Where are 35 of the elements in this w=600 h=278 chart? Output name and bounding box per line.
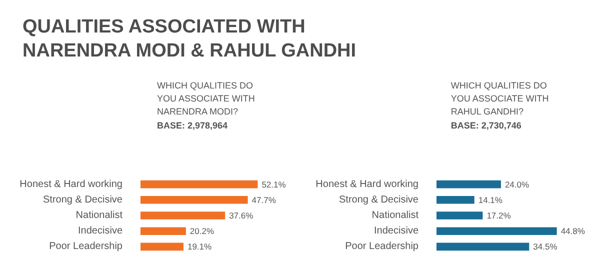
chart-title: QUALITIES ASSOCIATED WITH NARENDRA MODI & RAHUL GANDHI: [22, 16, 356, 62]
chart-subtitle: WHICH QUALITIES DO YOU ASSOCIATE WITH RAHUL GANDHI?: [450, 80, 549, 116]
data-label: 37.6%: [229, 210, 254, 220]
y-tick-label: Nationalist: [76, 210, 123, 221]
data-label: 20.2%: [190, 226, 214, 236]
y-tick-label: Nationalist: [372, 210, 419, 221]
data-label: 19.1%: [187, 242, 212, 252]
y-tick-label: Strong & Decisive: [339, 194, 419, 206]
text: BASE: 2,730,746: [450, 120, 522, 130]
data-label: 17.2%: [486, 210, 512, 220]
bar: [140, 242, 184, 251]
bar: [140, 180, 258, 188]
bar: [140, 212, 226, 220]
bar: [436, 242, 530, 251]
y-tick-label: Indecisive: [78, 226, 123, 237]
data-label: 47.7%: [252, 194, 276, 205]
y-tick-label: Strong & Decisive: [43, 194, 123, 206]
data-label: 24.0%: [504, 179, 530, 190]
y-tick-label: Honest & Hard working: [316, 178, 419, 190]
bar: [140, 227, 186, 235]
y-tick-label: Poor Leadership: [49, 241, 123, 252]
chart-subtitle: WHICH QUALITIES DO YOU ASSOCIATE WITH NARENDRA MODI?: [157, 80, 255, 116]
bar: [436, 212, 483, 220]
data-label: 52.1%: [262, 179, 286, 190]
y-tick-label: Honest & Hard working: [20, 178, 123, 190]
bar: [140, 196, 248, 204]
text: BASE: 2,978,964: [157, 120, 228, 130]
bar: [436, 227, 557, 235]
data-label: 34.5%: [533, 242, 558, 252]
data-label: 14.1%: [478, 194, 503, 205]
bar: [436, 196, 474, 204]
data-label: 44.8%: [560, 226, 586, 236]
y-tick-label: Poor Leadership: [345, 241, 419, 252]
y-tick-label: Indecisive: [374, 226, 419, 237]
bar: [436, 180, 501, 188]
